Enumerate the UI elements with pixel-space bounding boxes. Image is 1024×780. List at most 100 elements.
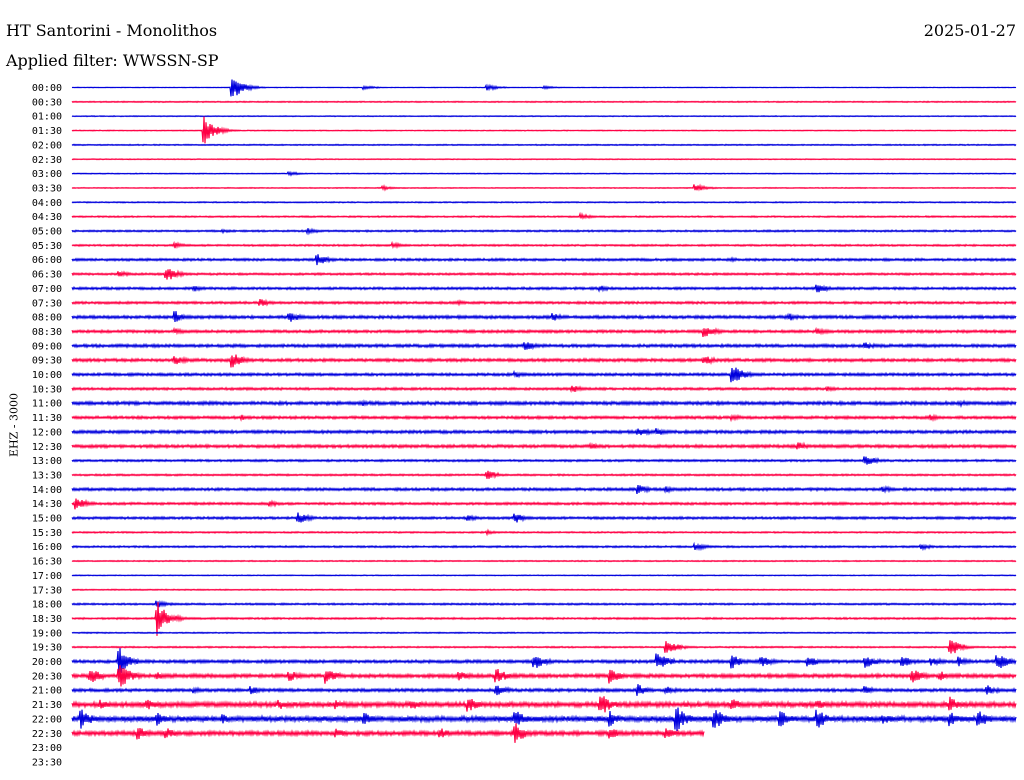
trace-1700: [71, 574, 1017, 577]
tick-label-0900: 09:00: [32, 341, 62, 352]
tick-label-0100: 01:00: [32, 112, 62, 123]
tick-label-1700: 17:00: [32, 571, 62, 582]
tick-label-0530: 05:30: [32, 241, 62, 252]
tick-label-0030: 00:30: [32, 97, 62, 108]
tick-label-0400: 04:00: [32, 198, 62, 209]
trace-0400: [71, 200, 1017, 204]
trace-1930: [71, 640, 1017, 654]
trace-1100: [71, 399, 1017, 409]
trace-1530: [71, 528, 1017, 537]
tick-label-1430: 14:30: [32, 499, 62, 510]
date-label: 2025-01-27: [923, 21, 1016, 40]
tick-label-1130: 11:30: [32, 413, 62, 424]
tick-label-1900: 19:00: [32, 628, 62, 639]
tick-label-1230: 12:30: [32, 442, 62, 453]
trace-1200: [71, 427, 1017, 436]
tick-label-1500: 15:00: [32, 514, 62, 525]
trace-1130: [71, 413, 1017, 423]
filter-label: Applied filter: WWSSN-SP: [6, 51, 219, 70]
tick-label-2000: 20:00: [32, 657, 62, 668]
trace-1630: [71, 559, 1017, 563]
tick-label-0600: 06:00: [32, 255, 62, 266]
trace-0330: [71, 183, 1017, 192]
seismic-traces: [71, 79, 1017, 743]
trace-1900: [71, 631, 1017, 635]
time-tick-labels: 00:00 00:30 01:00 01:30 02:00 02:30 03:00 03:30…: [32, 83, 62, 768]
trace-0530: [71, 240, 1017, 249]
tick-label-1600: 16:00: [32, 542, 62, 553]
tick-label-1300: 13:00: [32, 456, 62, 467]
tick-label-0500: 05:00: [32, 227, 62, 238]
tick-label-2200: 22:00: [32, 714, 62, 725]
trace-0000: [71, 79, 1017, 97]
trace-1430: [71, 498, 1017, 510]
trace-1730: [71, 588, 1017, 592]
trace-0300: [71, 170, 1017, 177]
trace-0430: [71, 211, 1017, 220]
trace-0500: [71, 227, 1017, 236]
trace-2230: [71, 723, 705, 743]
trace-1830: [71, 602, 1017, 636]
tick-label-0130: 01:30: [32, 126, 62, 137]
tick-label-2230: 22:30: [32, 729, 62, 740]
trace-2000: [71, 648, 1017, 676]
tick-label-0700: 07:00: [32, 284, 62, 295]
trace-0730: [71, 298, 1017, 307]
tick-label-1200: 12:00: [32, 427, 62, 438]
tick-label-1400: 14:00: [32, 485, 62, 496]
trace-2200: [71, 707, 1017, 731]
tick-label-0330: 03:30: [32, 183, 62, 194]
tick-label-1530: 15:30: [32, 528, 62, 539]
trace-1330: [71, 470, 1017, 480]
tick-label-0630: 06:30: [32, 270, 62, 281]
tick-label-1030: 10:30: [32, 384, 62, 395]
trace-2100: [71, 684, 1017, 696]
tick-label-0230: 02:30: [32, 155, 62, 166]
trace-1230: [71, 441, 1017, 450]
trace-0630: [71, 269, 1017, 280]
tick-label-2030: 20:30: [32, 671, 62, 682]
trace-0030: [71, 100, 1017, 104]
trace-0900: [71, 342, 1017, 351]
station-title: HT Santorini - Monolithos: [6, 21, 218, 40]
trace-1400: [71, 484, 1017, 495]
trace-0800: [71, 311, 1017, 323]
tick-label-0830: 08:30: [32, 327, 62, 338]
tick-label-1930: 19:30: [32, 643, 62, 654]
tick-label-1730: 17:30: [32, 585, 62, 596]
tick-label-2330: 23:30: [32, 757, 62, 768]
tick-label-0430: 04:30: [32, 212, 62, 223]
tick-label-2100: 21:00: [32, 686, 62, 697]
trace-0930: [71, 354, 1017, 368]
tick-label-1830: 18:30: [32, 614, 62, 625]
trace-0230: [71, 158, 1017, 161]
tick-label-1000: 10:00: [32, 370, 62, 381]
trace-0130: [71, 116, 1017, 144]
tick-label-2300: 23:00: [32, 743, 62, 754]
trace-1000: [71, 367, 1017, 383]
trace-0700: [71, 284, 1017, 293]
trace-1500: [71, 512, 1017, 523]
trace-1800: [71, 599, 1017, 608]
trace-0830: [71, 326, 1017, 338]
tick-label-0800: 08:00: [32, 313, 62, 324]
tick-label-0000: 00:00: [32, 83, 62, 94]
trace-0200: [71, 143, 1017, 147]
tick-label-0730: 07:30: [32, 298, 62, 309]
tick-label-0200: 02:00: [32, 140, 62, 151]
trace-1600: [71, 541, 1017, 552]
trace-2030: [71, 665, 1017, 687]
tick-label-1630: 16:30: [32, 557, 62, 568]
tick-label-1330: 13:30: [32, 470, 62, 481]
trace-0600: [71, 254, 1017, 266]
tick-label-1100: 11:00: [32, 399, 62, 410]
tick-label-2130: 21:30: [32, 700, 62, 711]
trace-1030: [71, 385, 1017, 393]
trace-1300: [71, 456, 1017, 465]
trace-2130: [71, 696, 1017, 713]
tick-label-1800: 18:00: [32, 600, 62, 611]
tick-label-0930: 09:30: [32, 356, 62, 367]
tick-label-0300: 03:00: [32, 169, 62, 180]
trace-0100: [71, 115, 1017, 118]
